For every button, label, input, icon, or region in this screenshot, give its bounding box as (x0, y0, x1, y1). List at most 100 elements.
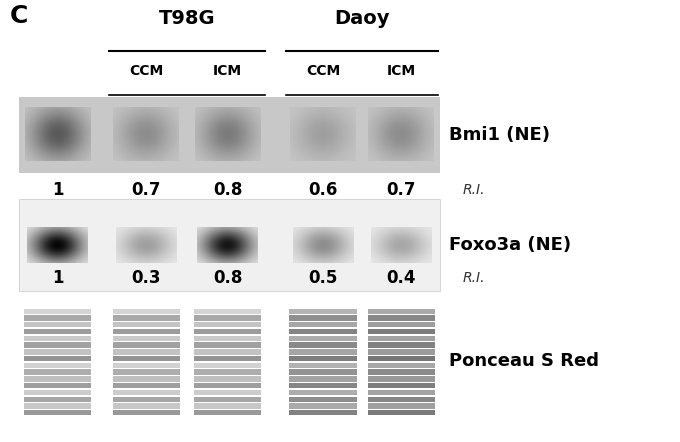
Bar (368, 362, 435, 368)
Bar (290, 376, 356, 381)
Bar (24, 322, 91, 328)
Bar (113, 370, 180, 375)
Text: CCM: CCM (129, 64, 163, 78)
Text: 0.7: 0.7 (386, 181, 416, 199)
Text: ICM: ICM (387, 64, 415, 78)
Bar (194, 396, 261, 402)
Bar (18, 199, 441, 292)
Bar (368, 396, 435, 402)
Bar (113, 315, 180, 321)
Text: CCM: CCM (306, 64, 340, 78)
Bar (290, 403, 356, 409)
Bar (113, 390, 180, 395)
Text: 0.5: 0.5 (308, 270, 338, 287)
Bar (113, 356, 180, 361)
Bar (194, 356, 261, 361)
Bar (24, 329, 91, 334)
Bar (290, 329, 356, 334)
Bar (290, 335, 356, 341)
Bar (194, 410, 261, 415)
Text: Foxo3a (NE): Foxo3a (NE) (449, 236, 571, 254)
Bar (24, 343, 91, 348)
Text: 1: 1 (52, 181, 63, 199)
Bar (290, 396, 356, 402)
Bar (113, 322, 180, 328)
Text: R.I.: R.I. (462, 183, 485, 197)
Bar (368, 410, 435, 415)
Bar (24, 383, 91, 389)
Bar (368, 309, 435, 314)
Bar (368, 383, 435, 389)
Bar (194, 335, 261, 341)
Bar (113, 335, 180, 341)
Bar (24, 396, 91, 402)
Bar (18, 97, 441, 173)
Bar (368, 356, 435, 361)
Bar (194, 403, 261, 409)
Text: 0.3: 0.3 (131, 270, 161, 287)
Text: 1: 1 (52, 270, 63, 287)
Bar (290, 315, 356, 321)
Bar (368, 335, 435, 341)
Bar (290, 410, 356, 415)
Bar (113, 362, 180, 368)
Text: R.I.: R.I. (462, 271, 485, 286)
Bar (24, 410, 91, 415)
Text: 0.6: 0.6 (308, 181, 338, 199)
Text: 0.8: 0.8 (213, 181, 243, 199)
Bar (24, 309, 91, 314)
Text: T98G: T98G (158, 9, 216, 28)
Bar (24, 349, 91, 354)
Text: 0.8: 0.8 (213, 270, 243, 287)
Bar (113, 383, 180, 389)
Text: Ponceau S Red: Ponceau S Red (449, 352, 599, 370)
Bar (368, 376, 435, 381)
Bar (24, 315, 91, 321)
Bar (368, 349, 435, 354)
Bar (290, 349, 356, 354)
Bar (24, 370, 91, 375)
Bar (113, 396, 180, 402)
Text: 0.7: 0.7 (131, 181, 161, 199)
Bar (24, 390, 91, 395)
Bar (113, 343, 180, 348)
Bar (113, 349, 180, 354)
Bar (24, 403, 91, 409)
Bar (24, 335, 91, 341)
Bar (290, 383, 356, 389)
Bar (113, 403, 180, 409)
Bar (290, 309, 356, 314)
Bar (194, 329, 261, 334)
Bar (290, 322, 356, 328)
Bar (113, 309, 180, 314)
Text: Bmi1 (NE): Bmi1 (NE) (449, 126, 550, 144)
Bar (194, 390, 261, 395)
Bar (368, 343, 435, 348)
Bar (194, 343, 261, 348)
Text: C: C (10, 4, 29, 28)
Bar (24, 356, 91, 361)
Bar (113, 410, 180, 415)
Bar (194, 315, 261, 321)
Bar (194, 376, 261, 381)
Bar (113, 376, 180, 381)
Bar (18, 307, 441, 415)
Bar (194, 383, 261, 389)
Bar (290, 370, 356, 375)
Bar (368, 370, 435, 375)
Text: ICM: ICM (214, 64, 242, 78)
Bar (194, 309, 261, 314)
Text: Daoy: Daoy (335, 9, 390, 28)
Bar (194, 370, 261, 375)
Bar (368, 315, 435, 321)
Bar (290, 356, 356, 361)
Bar (113, 329, 180, 334)
Bar (194, 349, 261, 354)
Text: 0.4: 0.4 (386, 270, 416, 287)
Bar (24, 376, 91, 381)
Bar (194, 362, 261, 368)
Bar (194, 322, 261, 328)
Bar (24, 362, 91, 368)
Bar (368, 329, 435, 334)
Bar (368, 403, 435, 409)
